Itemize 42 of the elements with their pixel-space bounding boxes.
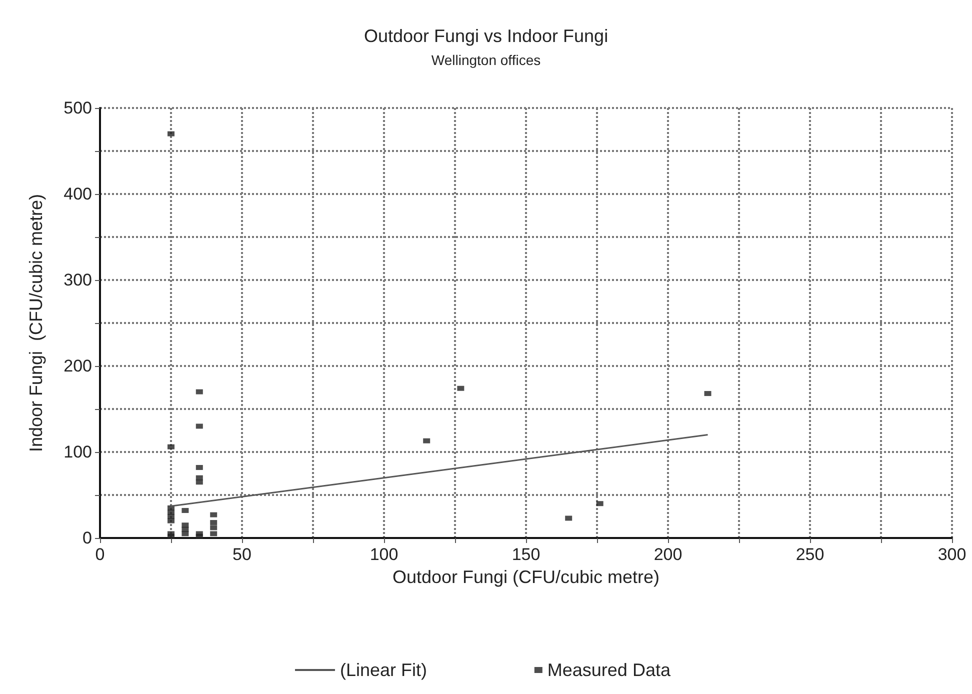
point xyxy=(210,531,218,536)
point xyxy=(423,438,430,444)
x-tick-label: 0 xyxy=(95,545,105,564)
point xyxy=(168,510,174,515)
point xyxy=(457,386,464,391)
point xyxy=(168,131,174,136)
point xyxy=(182,508,189,513)
point xyxy=(196,424,203,429)
legend-label: Measured Data xyxy=(547,660,672,680)
point xyxy=(196,534,203,539)
x-tick-label: 150 xyxy=(512,545,540,564)
chart-subtitle: Wellington offices xyxy=(431,52,541,68)
y-tick-label: 300 xyxy=(64,270,92,290)
legend-label: (Linear Fit) xyxy=(340,660,428,680)
x-tick-label: 250 xyxy=(796,545,824,564)
y-axis-title: Indoor Fungi (CFU/cubic metre) xyxy=(26,194,46,452)
y-tick-label: 500 xyxy=(64,98,92,118)
point xyxy=(565,516,572,521)
point xyxy=(168,514,174,519)
point xyxy=(704,391,712,396)
point xyxy=(196,389,203,394)
y-tick-label: 400 xyxy=(64,184,92,204)
point xyxy=(210,525,218,530)
point xyxy=(168,518,174,524)
y-tick-label: 100 xyxy=(64,442,92,462)
x-tick-label: 300 xyxy=(938,545,966,564)
point xyxy=(168,534,174,539)
y-tick-label: 0 xyxy=(82,528,92,548)
point xyxy=(596,501,604,506)
point xyxy=(196,480,203,485)
point xyxy=(196,464,203,470)
point xyxy=(210,512,218,518)
point xyxy=(182,531,189,536)
chart-title: Outdoor Fungi vs Indoor Fungi xyxy=(364,26,608,46)
point xyxy=(182,522,189,528)
x-tick-label: 50 xyxy=(232,545,252,564)
point xyxy=(210,520,218,526)
x-tick-label: 200 xyxy=(654,545,682,564)
point xyxy=(168,444,174,450)
x-tick-label: 100 xyxy=(370,545,398,564)
x-axis-title: Outdoor Fungi (CFU/cubic metre) xyxy=(392,567,660,587)
y-tick-label: 200 xyxy=(64,356,92,376)
